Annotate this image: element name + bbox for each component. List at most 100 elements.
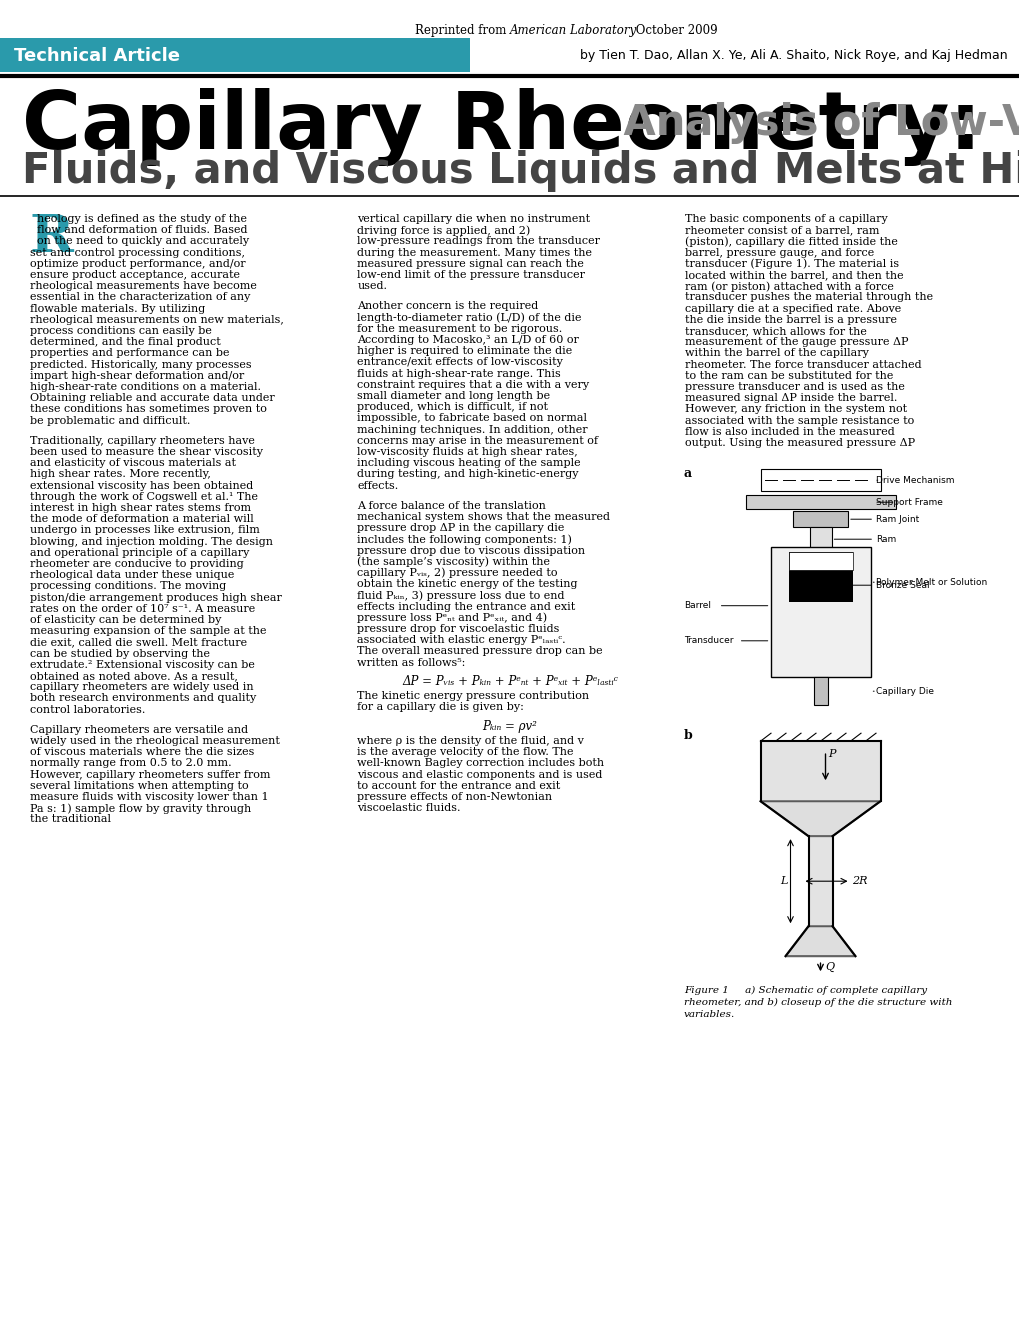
Text: viscous and elastic components and is used: viscous and elastic components and is us… xyxy=(357,770,602,780)
Text: and elasticity of viscous materials at: and elasticity of viscous materials at xyxy=(30,458,235,469)
Text: high-shear-rate conditions on a material.: high-shear-rate conditions on a material… xyxy=(30,381,261,392)
Text: Reprinted from: Reprinted from xyxy=(415,24,510,37)
Text: measured pressure signal can reach the: measured pressure signal can reach the xyxy=(357,259,584,269)
Text: measured signal ΔP inside the barrel.: measured signal ΔP inside the barrel. xyxy=(684,393,896,403)
Bar xyxy=(761,742,878,800)
Text: pressure drop for viscoelastic fluids: pressure drop for viscoelastic fluids xyxy=(357,624,559,634)
Text: on the need to quickly and accurately: on the need to quickly and accurately xyxy=(30,236,249,247)
Bar xyxy=(809,837,830,925)
Text: flowable materials. By utilizing: flowable materials. By utilizing xyxy=(30,304,205,314)
Text: been used to measure the shear viscosity: been used to measure the shear viscosity xyxy=(30,447,263,457)
Text: these conditions has sometimes proven to: these conditions has sometimes proven to xyxy=(30,404,267,414)
Text: to account for the entrance and exit: to account for the entrance and exit xyxy=(357,780,560,791)
Text: flow and deformation of fluids. Based: flow and deformation of fluids. Based xyxy=(30,226,248,235)
Text: output. Using the measured pressure ΔP: output. Using the measured pressure ΔP xyxy=(684,438,914,447)
Text: low-viscosity fluids at high shear rates,: low-viscosity fluids at high shear rates… xyxy=(357,447,578,457)
Text: Technical Article: Technical Article xyxy=(14,48,179,65)
Text: pressure transducer and is used as the: pressure transducer and is used as the xyxy=(684,381,904,392)
Text: Barrel: Barrel xyxy=(683,601,710,610)
Bar xyxy=(792,511,847,527)
Text: including viscous heating of the sample: including viscous heating of the sample xyxy=(357,458,581,469)
Text: A force balance of the translation: A force balance of the translation xyxy=(357,500,545,511)
Text: Fluids, and Viscous Liquids and Melts at High Shear Rates: Fluids, and Viscous Liquids and Melts at… xyxy=(22,150,1019,191)
Text: concerns may arise in the measurement of: concerns may arise in the measurement of xyxy=(357,436,598,446)
Text: Another concern is the required: Another concern is the required xyxy=(357,301,538,312)
Text: ensure product acceptance, accurate: ensure product acceptance, accurate xyxy=(30,271,239,280)
Text: Pa s: 1) sample flow by gravity through: Pa s: 1) sample flow by gravity through xyxy=(30,803,251,813)
Text: associated with elastic energy Pᵉₗₐₛₜᵢᶜ.: associated with elastic energy Pᵉₗₐₛₜᵢᶜ. xyxy=(357,635,566,645)
Text: ΔP = Pᵥᵢₛ + Pₖᵢₙ + Pᵉₙₜ + Pᵉₓᵢₜ + Pᵉₗₐₛₜᵢᶜ: ΔP = Pᵥᵢₛ + Pₖᵢₙ + Pᵉₙₜ + Pᵉₓᵢₜ + Pᵉₗₐₛₜ… xyxy=(401,676,618,689)
Text: viscoelastic fluids.: viscoelastic fluids. xyxy=(357,803,461,813)
Text: mechanical system shows that the measured: mechanical system shows that the measure… xyxy=(357,512,609,521)
Text: transducer, which allows for the: transducer, which allows for the xyxy=(684,326,866,337)
Text: Ram Joint: Ram Joint xyxy=(875,515,918,524)
Text: The kinetic energy pressure contribution: The kinetic energy pressure contribution xyxy=(357,692,589,701)
Text: pressure drop ΔP in the capillary die: pressure drop ΔP in the capillary die xyxy=(357,523,565,533)
Bar xyxy=(788,552,852,602)
Polygon shape xyxy=(785,927,855,956)
Text: Analysis of Low-Viscosity: Analysis of Low-Viscosity xyxy=(608,102,1019,144)
Text: Support Frame: Support Frame xyxy=(875,498,943,507)
Bar xyxy=(760,469,879,491)
Text: Bronze Seal: Bronze Seal xyxy=(875,581,929,590)
Text: transducer (Figure 1). The material is: transducer (Figure 1). The material is xyxy=(684,259,898,269)
Text: is the average velocity of the flow. The: is the average velocity of the flow. The xyxy=(357,747,574,758)
Text: constraint requires that a die with a very: constraint requires that a die with a ve… xyxy=(357,380,589,389)
Text: be problematic and difficult.: be problematic and difficult. xyxy=(30,416,191,425)
Text: length-to-diameter ratio (L/D) of the die: length-to-diameter ratio (L/D) of the di… xyxy=(357,313,581,323)
Text: set and control processing conditions,: set and control processing conditions, xyxy=(30,248,245,257)
Text: capillary rheometers are widely used in: capillary rheometers are widely used in xyxy=(30,682,254,692)
Text: during the measurement. Many times the: during the measurement. Many times the xyxy=(357,248,592,257)
Text: barrel, pressure gauge, and force: barrel, pressure gauge, and force xyxy=(684,248,873,257)
Text: flow is also included in the measured: flow is also included in the measured xyxy=(684,426,894,437)
Text: fluid Pₖᵢₙ, 3) pressure loss due to end: fluid Pₖᵢₙ, 3) pressure loss due to end xyxy=(357,590,565,601)
Text: October 2009: October 2009 xyxy=(632,24,717,37)
Text: processing conditions. The moving: processing conditions. The moving xyxy=(30,581,226,591)
Text: pressure loss Pᵉₙₜ and Pᵉₓᵢₜ, and 4): pressure loss Pᵉₙₜ and Pᵉₓᵢₜ, and 4) xyxy=(357,612,547,623)
Text: includes the following components: 1): includes the following components: 1) xyxy=(357,535,572,545)
Text: effects including the entrance and exit: effects including the entrance and exit xyxy=(357,602,575,611)
Text: predicted. Historically, many processes: predicted. Historically, many processes xyxy=(30,359,252,370)
Text: obtained as noted above. As a result,: obtained as noted above. As a result, xyxy=(30,671,237,681)
Text: where ρ is the density of the fluid, and v: where ρ is the density of the fluid, and… xyxy=(357,737,584,746)
Text: through the work of Cogswell et al.¹ The: through the work of Cogswell et al.¹ The xyxy=(30,492,258,502)
Text: capillary die at a specified rate. Above: capillary die at a specified rate. Above xyxy=(684,304,900,314)
Text: during testing, and high-kinetic-energy: during testing, and high-kinetic-energy xyxy=(357,470,578,479)
Bar xyxy=(0,38,470,73)
Text: within the barrel of the capillary: within the barrel of the capillary xyxy=(684,348,868,359)
Text: The overall measured pressure drop can be: The overall measured pressure drop can b… xyxy=(357,647,602,656)
Text: rheological measurements have become: rheological measurements have become xyxy=(30,281,257,292)
Text: several limitations when attempting to: several limitations when attempting to xyxy=(30,780,249,791)
Text: well-known Bagley correction includes both: well-known Bagley correction includes bo… xyxy=(357,758,604,768)
Text: Capillary Die: Capillary Die xyxy=(875,686,933,696)
Text: for the measurement to be rigorous.: for the measurement to be rigorous. xyxy=(357,323,562,334)
Text: small diameter and long length be: small diameter and long length be xyxy=(357,391,550,401)
Bar xyxy=(788,552,852,570)
Text: The basic components of a capillary: The basic components of a capillary xyxy=(684,214,887,224)
Text: fluids at high-shear-rate range. This: fluids at high-shear-rate range. This xyxy=(357,368,560,379)
Text: low-end limit of the pressure transducer: low-end limit of the pressure transducer xyxy=(357,271,585,280)
Text: L: L xyxy=(780,876,787,886)
Text: Capillary rheometers are versatile and: Capillary rheometers are versatile and xyxy=(30,725,248,735)
Text: Figure 1     a) Schematic of complete capillary
rheometer, and b) closeup of the: Figure 1 a) Schematic of complete capill… xyxy=(683,986,951,1019)
Text: determined, and the final product: determined, and the final product xyxy=(30,337,220,347)
Text: both research environments and quality: both research environments and quality xyxy=(30,693,256,704)
Text: Transducer: Transducer xyxy=(683,636,733,645)
Text: essential in the characterization of any: essential in the characterization of any xyxy=(30,293,250,302)
Text: pressure effects of non-Newtonian: pressure effects of non-Newtonian xyxy=(357,792,552,803)
Text: undergo in processes like extrusion, film: undergo in processes like extrusion, fil… xyxy=(30,525,260,536)
Text: Pₖᵢₙ = ρv²: Pₖᵢₙ = ρv² xyxy=(482,721,537,733)
Text: However, any friction in the system not: However, any friction in the system not xyxy=(684,404,906,414)
Text: widely used in the rheological measurement: widely used in the rheological measureme… xyxy=(30,737,279,746)
Text: optimize product performance, and/or: optimize product performance, and/or xyxy=(30,259,246,269)
Text: measure fluids with viscosity lower than 1: measure fluids with viscosity lower than… xyxy=(30,792,268,803)
Text: b: b xyxy=(683,729,692,742)
Text: associated with the sample resistance to: associated with the sample resistance to xyxy=(684,416,913,425)
Text: properties and performance can be: properties and performance can be xyxy=(30,348,229,359)
Bar xyxy=(809,527,830,577)
Text: blowing, and injection molding. The design: blowing, and injection molding. The desi… xyxy=(30,536,273,546)
Text: process conditions can easily be: process conditions can easily be xyxy=(30,326,212,337)
Text: vertical capillary die when no instrument: vertical capillary die when no instrumen… xyxy=(357,214,590,224)
Text: (piston), capillary die fitted inside the: (piston), capillary die fitted inside th… xyxy=(684,236,897,247)
Text: measuring expansion of the sample at the: measuring expansion of the sample at the xyxy=(30,626,266,636)
